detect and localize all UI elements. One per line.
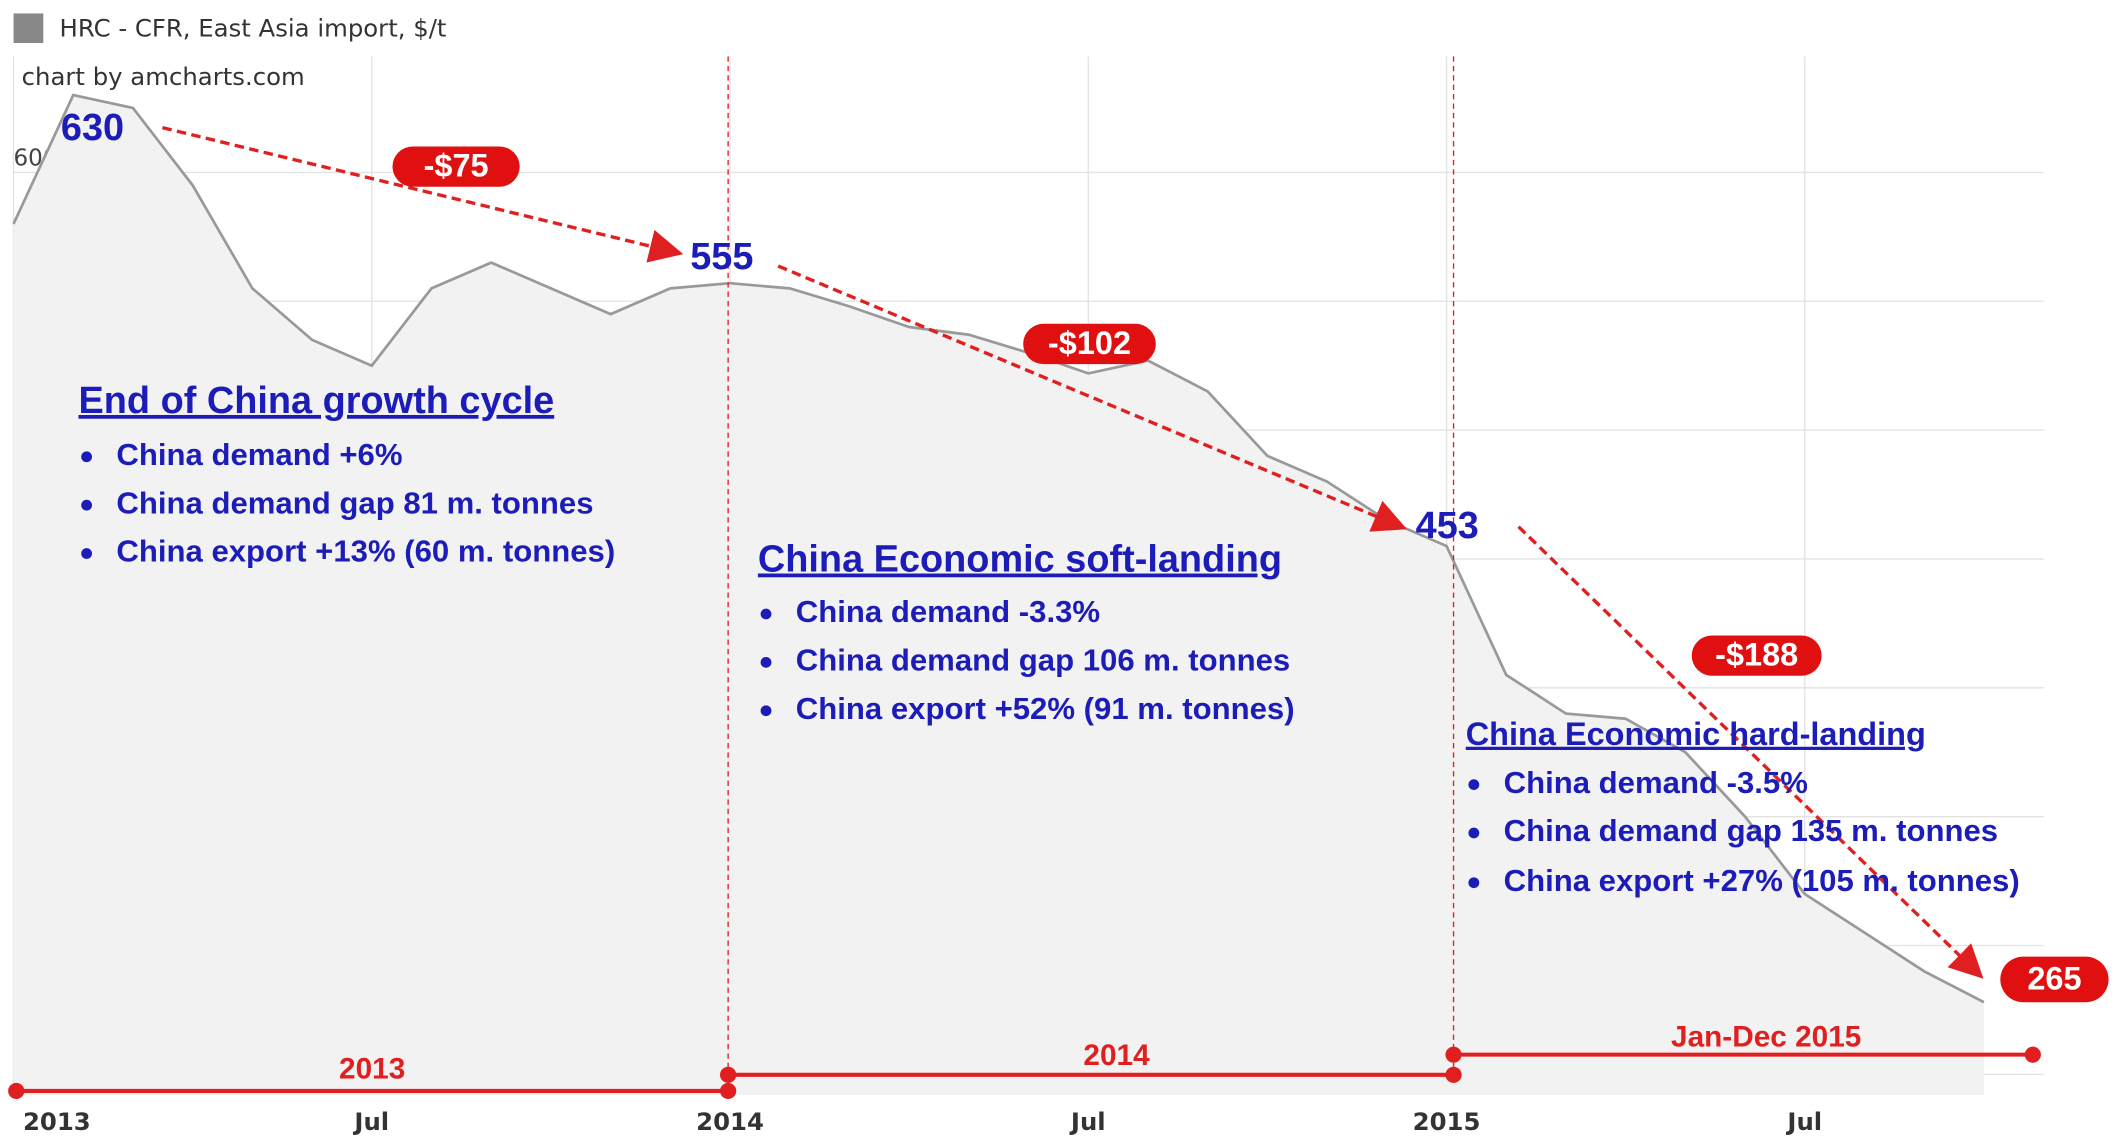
point-label: 453 xyxy=(1416,504,1479,546)
x-tick-label: Jul xyxy=(1069,1107,1106,1136)
period-bullet: China demand +6% xyxy=(116,437,402,472)
timeline-dot xyxy=(8,1082,25,1100)
period-bullet: China demand gap 106 m. tonnes xyxy=(796,643,1290,678)
bullet-dot xyxy=(81,548,93,559)
x-tick-label: 2013 xyxy=(23,1107,91,1136)
point-label: 630 xyxy=(61,106,124,148)
bullet-dot xyxy=(1468,779,1480,790)
pill xyxy=(1023,323,1156,365)
drop-label: -$188 xyxy=(1715,637,1798,673)
timeline-label: 2014 xyxy=(1083,1039,1150,1072)
point-label: 555 xyxy=(690,235,753,277)
x-tick-label: Jul xyxy=(352,1107,389,1136)
period-bullet: China demand -3.3% xyxy=(796,594,1100,629)
period-bullet: China demand -3.5% xyxy=(1504,765,1808,800)
timeline-dot xyxy=(2024,1046,2041,1063)
bullet-dot xyxy=(760,656,772,668)
period-bullet: China export +27% (105 m. tonnes) xyxy=(1504,863,2020,898)
timeline-dot xyxy=(1445,1066,1462,1083)
pill xyxy=(392,146,520,187)
pill xyxy=(2000,956,2109,1003)
legend-label: HRC - CFR, East Asia import, $/t xyxy=(60,14,447,43)
period-bullet: China demand gap 81 m. tonnes xyxy=(116,485,593,520)
annotations: 630 555 453 265 -$75 -$102 -$188 2013 20… xyxy=(8,56,2109,1100)
drop-label: -$75 xyxy=(424,148,489,184)
legend-swatch xyxy=(13,13,44,43)
timeline-label: 2013 xyxy=(339,1053,405,1086)
source: chart by amcharts.com xyxy=(22,62,305,91)
bullet-dot xyxy=(760,608,772,620)
bullet-dot xyxy=(81,451,93,463)
arrow xyxy=(1517,525,1984,979)
period-bullet: China export +52% (91 m. tonnes) xyxy=(796,691,1295,726)
x-tick-label: Jul xyxy=(1785,1107,1822,1136)
arrow xyxy=(162,126,684,263)
x-tick-label: 2015 xyxy=(1413,1107,1481,1136)
timeline-label: Jan-Dec 2015 xyxy=(1671,1020,1861,1053)
bullet-dot xyxy=(760,705,772,717)
x-tick-label: 2014 xyxy=(696,1107,764,1136)
timeline-dot xyxy=(720,1066,737,1083)
timeline-dot xyxy=(1445,1046,1462,1063)
area xyxy=(13,95,1984,1095)
period-heading: China Economic hard-landing xyxy=(1466,716,1926,752)
period-bullet: China export +13% (60 m. tonnes) xyxy=(116,534,615,569)
period-bullet: China demand gap 135 m. tonnes xyxy=(1504,813,1998,848)
plot: 2503003504004505005506002013Jul2014Jul20… xyxy=(12,56,2044,1136)
arrow xyxy=(777,264,1407,532)
pill xyxy=(1691,635,1822,676)
drop-label: -$102 xyxy=(1048,325,1131,361)
period-heading: End of China growth cycle xyxy=(78,379,554,421)
timeline-dot xyxy=(720,1082,737,1100)
period-heading: China Economic soft-landing xyxy=(758,538,1282,580)
bullet-dot xyxy=(1468,827,1480,839)
bullet-dot xyxy=(1468,877,1480,889)
point-label: 265 xyxy=(2027,960,2081,996)
line xyxy=(12,93,1985,1004)
bullet-dot xyxy=(81,499,93,511)
